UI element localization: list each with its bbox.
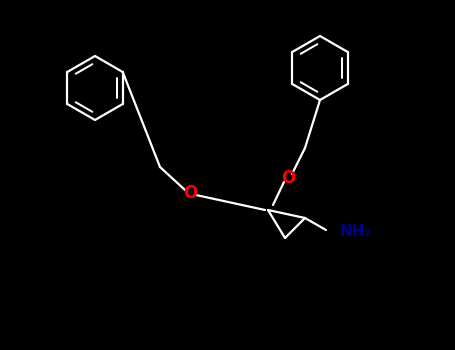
Text: NH₂: NH₂ bbox=[340, 224, 372, 239]
Text: O: O bbox=[281, 169, 295, 187]
Text: O: O bbox=[183, 184, 197, 202]
